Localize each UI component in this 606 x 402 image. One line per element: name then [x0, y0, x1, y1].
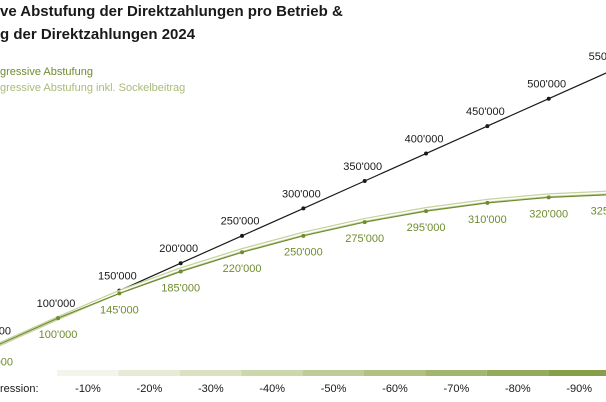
data-label: 50'000: [0, 325, 11, 337]
point: [56, 316, 61, 321]
data-label: 200'000: [159, 243, 198, 255]
point: [424, 209, 429, 214]
data-label: 250'000: [221, 216, 260, 228]
data-label: 320'000: [529, 208, 568, 220]
scale-step-label: -40%: [259, 383, 285, 395]
chart-title: ve Abstufung der Direktzahlungen pro Bet…: [0, 3, 343, 20]
point: [301, 233, 306, 238]
point: [424, 151, 429, 156]
scale-step-label: -10%: [75, 383, 101, 395]
scale-step: [241, 370, 303, 376]
data-label: 450'000: [466, 106, 505, 118]
data-label: 400'000: [405, 133, 444, 145]
point: [178, 269, 183, 274]
data-label: 145'000: [100, 304, 139, 316]
data-label: 300'000: [282, 188, 321, 200]
point: [485, 124, 490, 129]
point: [240, 250, 245, 255]
scale-step: [179, 370, 242, 376]
scale-label: ression:: [0, 383, 39, 395]
data-label: 150'000: [98, 271, 137, 283]
point: [362, 178, 367, 183]
chart-title: g der Direktzahlungen 2024: [0, 26, 196, 43]
data-label: 350'000: [343, 161, 382, 173]
line: [0, 190, 606, 347]
data-label: 220'000: [223, 263, 262, 275]
data-label: 185'000: [161, 282, 200, 294]
scale-step-label: -60%: [382, 383, 408, 395]
point: [362, 220, 367, 225]
scale-step-label: -70%: [444, 383, 470, 395]
data-label: 550'000: [589, 51, 606, 63]
data-label: 250'000: [284, 247, 323, 259]
data-label: 100'000: [39, 329, 78, 341]
scale-step-label: -50%: [321, 383, 347, 395]
scale-step-label: -90%: [566, 383, 592, 395]
data-label: 50'000: [0, 356, 13, 368]
point: [240, 233, 245, 238]
point: [117, 291, 122, 296]
legend-label: gressive Abstufung: [0, 66, 93, 78]
line-inner: [0, 191, 606, 345]
scale-step-label: -80%: [505, 383, 531, 395]
scale-step: [486, 370, 549, 376]
scale-step-label: -20%: [137, 383, 163, 395]
data-label: 325'000: [591, 206, 606, 218]
point: [178, 261, 183, 266]
scale-step: [57, 370, 119, 376]
scale-step: [302, 370, 364, 376]
data-label: 295'000: [407, 222, 446, 234]
scale-step: [548, 370, 606, 376]
point: [485, 200, 490, 205]
data-label: 275'000: [345, 233, 384, 245]
scale-step: [364, 370, 426, 376]
point: [546, 195, 551, 200]
data-label: 500'000: [527, 79, 566, 91]
scale-step: [425, 370, 487, 376]
line: [0, 194, 606, 345]
scale-step: [118, 370, 180, 376]
point: [301, 206, 306, 211]
scale-step-label: -30%: [198, 383, 224, 395]
data-label: 100'000: [37, 298, 76, 310]
point: [546, 96, 551, 101]
legend-label: gressive Abstufung inkl. Sockelbeitrag: [0, 82, 185, 94]
data-label: 310'000: [468, 214, 507, 226]
